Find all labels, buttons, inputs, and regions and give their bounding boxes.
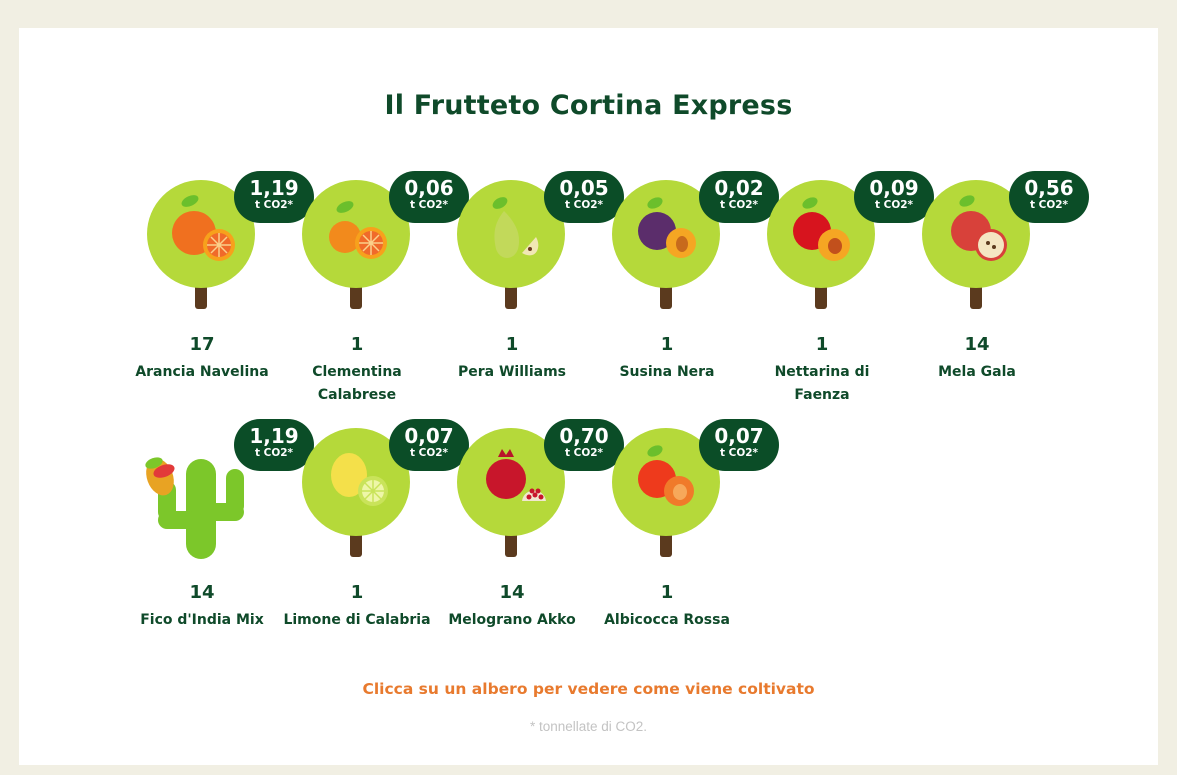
tree-name: Limone di Calabria [283, 612, 431, 628]
tree-name: Mela Gala [938, 364, 1016, 380]
tree-count: 1 [505, 334, 519, 355]
tree-count: 14 [189, 582, 215, 603]
tree-count: 1 [815, 334, 829, 355]
cta-link[interactable]: Clicca su un albero per vedere come vien… [362, 680, 815, 698]
co2-badge: 0,07 t CO2* [699, 419, 779, 471]
co2-unit: t CO2* [409, 447, 449, 459]
co2-value: 0,56 [1024, 176, 1074, 200]
tree-count: 17 [189, 334, 215, 355]
tree-icon [147, 180, 255, 309]
tree-count: 1 [660, 334, 674, 355]
footnote: * tonnellate di CO2. [529, 719, 648, 734]
tree-albicocca-rossa[interactable]: 0,07 t CO2* 1 Albicocca Rossa [589, 419, 779, 659]
tree-susina-nera[interactable]: 0,02 t CO2* 1 Susina Nera [589, 171, 779, 411]
tree-mela-gala[interactable]: 0,56 t CO2* 14 Mela Gala [899, 171, 1089, 411]
tree-name: Clementina Calabrese [312, 364, 402, 403]
tree-pera-williams[interactable]: 0,05 t CO2* 1 Pera Williams [434, 171, 624, 411]
apple-icon [951, 195, 1007, 261]
tree-count: 1 [350, 582, 364, 603]
co2-unit: t CO2* [874, 199, 914, 211]
tree-fico-d-india-mix[interactable]: 1,19 t CO2* 14 Fico d'India Mix [124, 419, 314, 659]
tree-icon [767, 180, 875, 309]
tree-name: Melograno Akko [448, 612, 576, 628]
co2-badge: 0,02 t CO2* [699, 171, 779, 223]
co2-badge: 0,70 t CO2* [544, 419, 624, 471]
tree-count: 14 [499, 582, 525, 603]
co2-badge: 0,05 t CO2* [544, 171, 624, 223]
co2-value: 0,02 [714, 176, 764, 200]
nectarine-icon [793, 197, 850, 261]
tree-name: Albicocca Rossa [604, 612, 730, 628]
tree-icon [302, 180, 410, 309]
tree-count: 14 [964, 334, 990, 355]
tree-count: 1 [660, 582, 674, 603]
orchard-card: Il Frutteto Cortina Express 1,19 t CO2* … [19, 28, 1158, 765]
tree-icon [612, 180, 720, 309]
tree-name: Nettarina di Faenza [774, 364, 870, 403]
page-title: Il Frutteto Cortina Express [384, 90, 793, 121]
co2-badge: 0,09 t CO2* [854, 171, 934, 223]
co2-unit: t CO2* [564, 447, 604, 459]
tree-limone-di-calabria[interactable]: 0,07 t CO2* 1 Limone di Calabria [279, 419, 469, 659]
co2-unit: t CO2* [1029, 199, 1069, 211]
co2-value: 0,07 [714, 424, 764, 448]
co2-value: 1,19 [249, 176, 299, 200]
tree-name: Fico d'India Mix [140, 612, 264, 628]
co2-value: 0,09 [869, 176, 919, 200]
co2-badge: 0,06 t CO2* [389, 171, 469, 223]
co2-unit: t CO2* [254, 199, 294, 211]
co2-unit: t CO2* [719, 447, 759, 459]
tree-name: Arancia Navelina [135, 364, 269, 380]
apricot-icon [638, 445, 694, 506]
orange-icon [172, 195, 235, 261]
co2-value: 0,07 [404, 424, 454, 448]
tree-icon [457, 180, 565, 309]
co2-badge: 1,19 t CO2* [234, 171, 314, 223]
pear-icon [492, 197, 539, 258]
co2-badge: 1,19 t CO2* [234, 419, 314, 471]
co2-badge: 0,56 t CO2* [1009, 171, 1089, 223]
tree-nettarina-di-faenza[interactable]: 0,09 t CO2* 1 Nettarina di Faenza [744, 171, 934, 411]
lemon-icon [331, 453, 388, 506]
co2-unit: t CO2* [254, 447, 294, 459]
co2-value: 0,06 [404, 176, 454, 200]
tree-melograno-akko[interactable]: 0,70 t CO2* 14 Melograno Akko [434, 419, 624, 659]
tree-icon [457, 428, 565, 557]
co2-value: 1,19 [249, 424, 299, 448]
plum-icon [638, 197, 696, 258]
tree-clementina-calabrese[interactable]: 0,06 t CO2* 1 Clementina Calabrese [279, 171, 469, 411]
co2-unit: t CO2* [564, 199, 604, 211]
clementine-icon [329, 201, 387, 259]
tree-icon [145, 457, 244, 559]
co2-value: 0,70 [559, 424, 609, 448]
tree-icon [612, 428, 720, 557]
tree-name: Susina Nera [619, 364, 715, 380]
tree-name: Pera Williams [458, 364, 566, 380]
tree-icon [922, 180, 1030, 309]
tree-count: 1 [350, 334, 364, 355]
prickly-pear-icon [145, 457, 175, 496]
tree-arancia-navelina[interactable]: 1,19 t CO2* 17 Arancia Navelina [124, 171, 314, 411]
cactus-icon [158, 459, 244, 559]
tree-icon [302, 428, 410, 557]
co2-unit: t CO2* [409, 199, 449, 211]
co2-unit: t CO2* [719, 199, 759, 211]
co2-badge: 0,07 t CO2* [389, 419, 469, 471]
co2-value: 0,05 [559, 176, 609, 200]
pomegranate-icon [486, 449, 546, 501]
